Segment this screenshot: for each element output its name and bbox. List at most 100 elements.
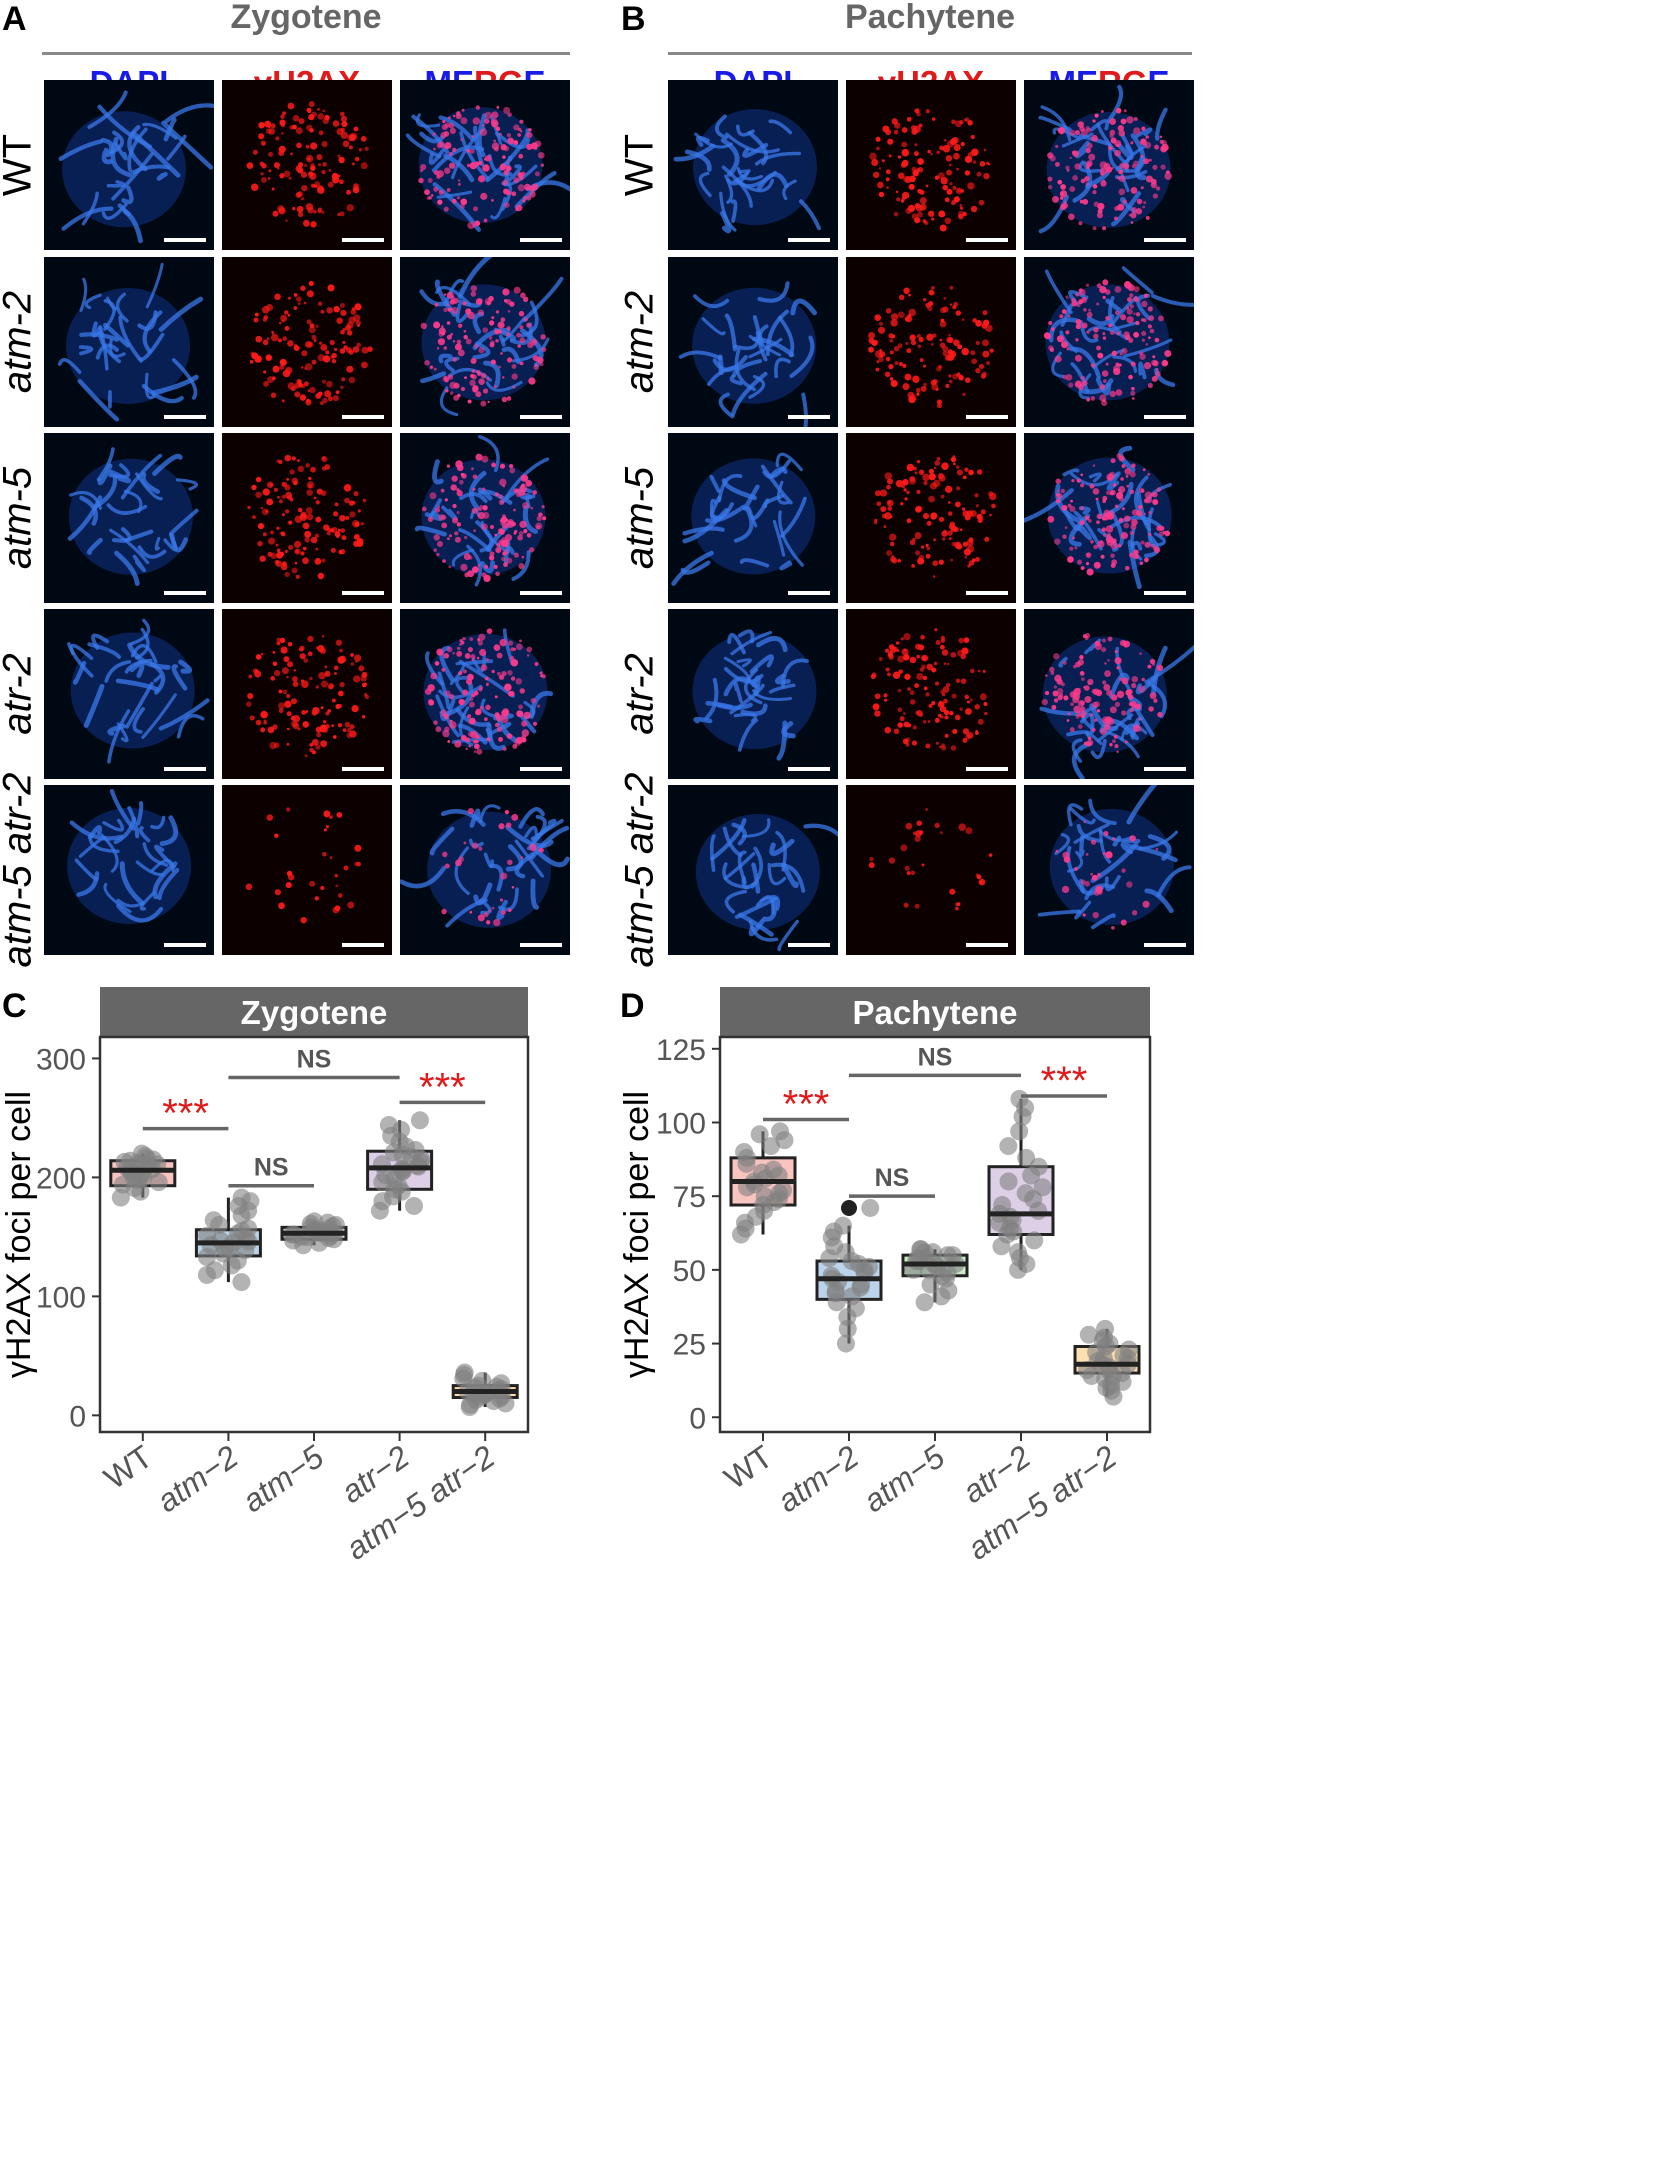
scale-bar: [164, 415, 206, 419]
scale-bar: [788, 943, 830, 947]
row-label: atm-5: [617, 466, 662, 570]
data-point: [1079, 1325, 1098, 1344]
scale-bar: [164, 238, 206, 242]
zygotene-merge-micrograph: [400, 80, 570, 250]
significance-label: ***: [162, 1092, 209, 1136]
y-tick-label: 300: [36, 1043, 86, 1076]
data-point: [774, 1181, 793, 1200]
data-point: [205, 1261, 224, 1280]
row-label: atm-5 atr-2: [0, 772, 40, 968]
data-point: [1008, 1243, 1027, 1262]
data-point: [132, 1144, 151, 1163]
scale-bar: [342, 415, 384, 419]
scale-bar: [1144, 238, 1186, 242]
data-point: [943, 1246, 962, 1265]
data-point: [379, 1116, 398, 1135]
pachytene-merge-micrograph: [1024, 433, 1194, 603]
data-point: [455, 1363, 474, 1382]
zygotene-dapi-micrograph: [44, 433, 214, 603]
row-label: atm-5 atr-2: [617, 772, 662, 968]
significance-label: ***: [419, 1065, 466, 1109]
scale-bar: [788, 767, 830, 771]
x-tick-label: WT: [718, 1438, 779, 1496]
zygotene-gh2ax-micrograph: [222, 433, 392, 603]
facet-strip: [720, 987, 1150, 1037]
pachytene-merge-micrograph: [1024, 785, 1194, 955]
y-tick-label: 25: [673, 1329, 706, 1362]
data-point: [204, 1211, 223, 1230]
scale-bar: [164, 591, 206, 595]
y-tick-label: 125: [656, 1034, 706, 1067]
data-point: [1029, 1157, 1048, 1176]
significance-label: ***: [783, 1083, 830, 1127]
pachytene-dapi-micrograph: [668, 785, 838, 955]
panel-letter-d: D: [620, 987, 645, 1025]
y-axis-label: γH2AX foci per cell: [618, 1091, 656, 1378]
data-point: [318, 1213, 337, 1232]
zygotene-merge-micrograph: [400, 257, 570, 427]
zygotene-merge-micrograph: [400, 433, 570, 603]
scale-bar: [164, 943, 206, 947]
pachytene-dapi-micrograph: [668, 257, 838, 427]
data-point: [467, 1386, 486, 1405]
x-tick-label: atm−5: [236, 1438, 330, 1519]
data-point: [1103, 1366, 1122, 1385]
significance-label: NS: [254, 1154, 289, 1182]
outlier-point: [841, 1199, 857, 1216]
y-tick-label: 100: [656, 1107, 706, 1140]
facet-strip: [100, 987, 528, 1037]
scale-bar: [342, 591, 384, 595]
pachytene-gh2ax-micrograph: [846, 609, 1016, 779]
scale-bar: [342, 767, 384, 771]
data-point: [1010, 1122, 1029, 1141]
panel-b-stage-title: Pachytene: [844, 0, 1016, 36]
panel-a-stage-title: Zygotene: [230, 0, 382, 36]
zygotene-dapi-micrograph: [44, 80, 214, 250]
data-point: [1119, 1340, 1138, 1359]
data-point: [761, 1137, 780, 1156]
scale-bar: [1144, 415, 1186, 419]
data-point: [755, 1187, 774, 1206]
scale-bar: [966, 415, 1008, 419]
data-point: [833, 1216, 852, 1235]
row-label: atm-2: [617, 290, 662, 394]
panel-a-stage-rule: [42, 52, 570, 55]
zygotene-boxplot: Zygotene 0 100 200 300 γH2AX foci per cell ***…: [0, 987, 530, 1567]
data-point: [1016, 1184, 1035, 1203]
scale-bar: [1144, 767, 1186, 771]
panel-letter-a: A: [2, 0, 27, 38]
panel-letter-c: C: [2, 987, 27, 1025]
x-tick-label: atm−5: [857, 1438, 951, 1519]
scale-bar: [1144, 943, 1186, 947]
data-point: [999, 1137, 1018, 1156]
x-tick-label: atm−2: [150, 1438, 244, 1519]
pachytene-gh2ax-micrograph: [846, 257, 1016, 427]
row-label: atm-5: [0, 466, 40, 570]
scale-bar: [966, 943, 1008, 947]
zygotene-dapi-micrograph: [44, 257, 214, 427]
zygotene-gh2ax-micrograph: [222, 257, 392, 427]
pachytene-gh2ax-micrograph: [846, 433, 1016, 603]
y-tick-label: 50: [673, 1255, 706, 1288]
zygotene-gh2ax-micrograph: [222, 785, 392, 955]
row-label: atm-2: [0, 290, 40, 394]
data-point: [822, 1266, 841, 1285]
y-tick-label: 100: [36, 1281, 86, 1314]
data-point: [305, 1212, 324, 1231]
pachytene-dapi-micrograph: [668, 433, 838, 603]
row-label: WT: [617, 133, 662, 197]
scale-bar: [1144, 591, 1186, 595]
row-label: atr-2: [0, 653, 40, 735]
pachytene-merge-micrograph: [1024, 257, 1194, 427]
data-point: [232, 1188, 251, 1207]
y-tick-label: 0: [689, 1402, 706, 1435]
scale-bar: [342, 943, 384, 947]
data-point: [735, 1142, 754, 1161]
y-tick-label: 75: [673, 1181, 706, 1214]
scale-bar: [520, 238, 562, 242]
scale-bar: [342, 238, 384, 242]
y-tick-label: 0: [69, 1400, 86, 1433]
data-point: [1033, 1178, 1052, 1197]
scale-bar: [164, 767, 206, 771]
